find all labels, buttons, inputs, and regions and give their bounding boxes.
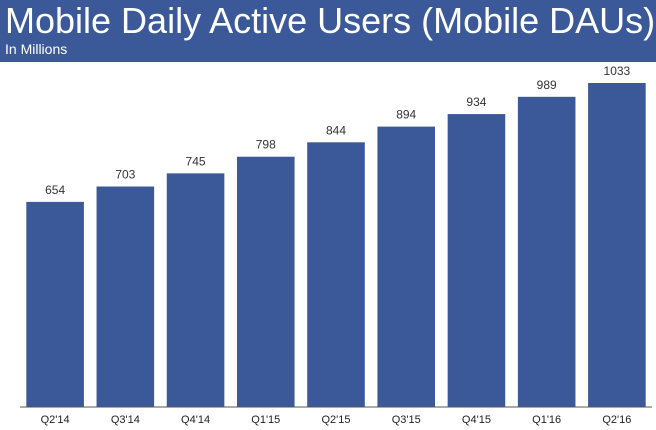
bar-8 — [588, 83, 646, 407]
x-tick-label-7: Q1'16 — [532, 414, 561, 426]
data-label-1: 703 — [115, 168, 135, 182]
bar-1 — [96, 186, 155, 407]
data-label-2: 745 — [186, 154, 206, 168]
page-subtitle: In Millions — [5, 41, 68, 57]
data-label-3: 798 — [256, 138, 276, 152]
x-tick-label-6: Q4'15 — [462, 414, 491, 426]
bar-2 — [166, 173, 225, 407]
data-label-4: 844 — [326, 123, 346, 137]
data-label-7: 989 — [537, 78, 557, 92]
bar-6 — [447, 114, 506, 408]
bar-0 — [26, 201, 84, 407]
bar-5 — [377, 126, 436, 407]
bar-4 — [307, 142, 365, 408]
data-label-8: 1033 — [604, 64, 631, 78]
bars-group: 654 703 745 798 844 894 934 989 1033 — [26, 64, 646, 408]
bar-7 — [517, 96, 576, 408]
data-label-6: 934 — [466, 95, 486, 109]
data-label-0: 654 — [45, 183, 65, 197]
header-banner: Mobile Daily Active Users (Mobile DAUs) … — [0, 0, 656, 62]
page-title: Mobile Daily Active Users (Mobile DAUs) — [5, 0, 656, 41]
x-tick-label-8: Q2'16 — [602, 414, 631, 426]
x-tick-label-0: Q2'14 — [41, 414, 70, 426]
x-tick-label-5: Q3'15 — [392, 414, 421, 426]
x-tick-labels: Q2'14 Q3'14 Q4'14 Q1'15 Q2'15 Q3'15 Q4'15 Q1'16… — [41, 414, 632, 426]
x-tick-label-2: Q4'14 — [181, 414, 210, 426]
bar-3 — [236, 156, 295, 407]
x-tick-label-1: Q3'14 — [111, 414, 140, 426]
x-tick-label-4: Q2'15 — [321, 414, 350, 426]
x-tick-label-3: Q1'15 — [251, 414, 280, 426]
data-label-5: 894 — [396, 108, 416, 122]
